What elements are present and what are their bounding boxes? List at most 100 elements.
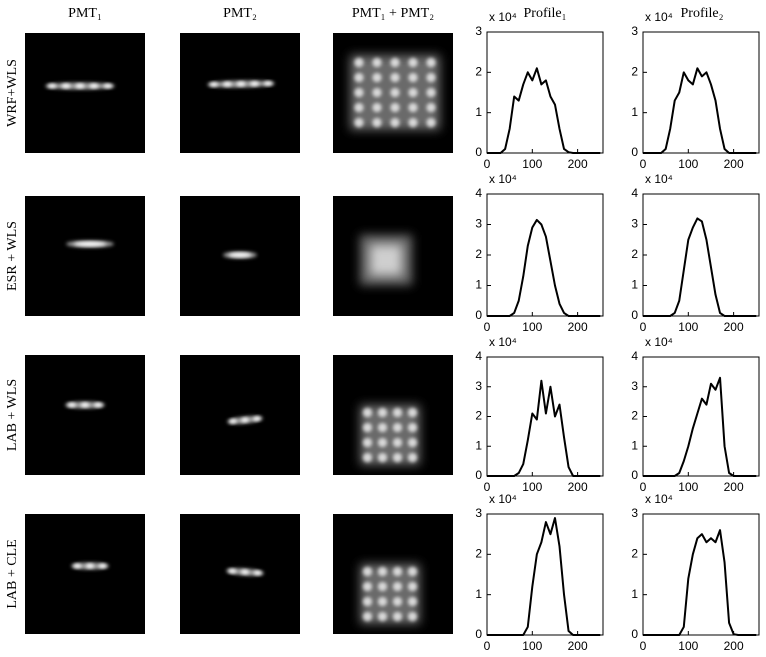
spot bbox=[98, 563, 107, 569]
spot bbox=[80, 402, 90, 408]
spot bbox=[407, 452, 418, 463]
image-panel bbox=[333, 514, 453, 634]
image-panel bbox=[25, 33, 145, 153]
spot bbox=[408, 102, 418, 113]
spot bbox=[392, 596, 403, 607]
spot bbox=[408, 57, 418, 68]
y-tick-label: 1 bbox=[631, 105, 638, 119]
spot bbox=[390, 102, 400, 113]
spot bbox=[390, 72, 400, 83]
profile-line bbox=[487, 379, 601, 477]
spot bbox=[75, 83, 85, 89]
spot bbox=[362, 596, 373, 607]
y-tick-label: 1 bbox=[475, 105, 482, 119]
spot bbox=[390, 117, 400, 128]
spot bbox=[354, 57, 364, 68]
row-label: LAB + WLS bbox=[5, 379, 20, 451]
streak bbox=[65, 401, 105, 409]
spot bbox=[250, 81, 260, 86]
y-tick-label: 1 bbox=[631, 278, 638, 292]
x-tick-label: 100 bbox=[522, 480, 542, 494]
spot bbox=[377, 407, 388, 418]
x-tick-label: 200 bbox=[724, 320, 744, 334]
spot bbox=[236, 81, 246, 87]
y-tick-label: 4 bbox=[631, 349, 638, 363]
image-background bbox=[25, 355, 145, 475]
y-tick-label: 4 bbox=[475, 349, 482, 363]
y-tick-label: 3 bbox=[475, 506, 482, 520]
column-header: PMT₁ bbox=[68, 6, 102, 21]
spot bbox=[426, 72, 436, 83]
axes-frame bbox=[642, 31, 760, 154]
image-panel bbox=[180, 33, 300, 153]
spot bbox=[407, 437, 418, 448]
axes-frame bbox=[486, 513, 604, 636]
spot bbox=[354, 102, 364, 113]
y-tick-label: 3 bbox=[475, 379, 482, 393]
y-tick-label: 3 bbox=[475, 217, 482, 231]
x-tick-label: 200 bbox=[568, 320, 588, 334]
spot bbox=[390, 57, 400, 68]
x-tick-label: 0 bbox=[640, 639, 647, 653]
x-tick-label: 200 bbox=[568, 480, 588, 494]
streak bbox=[66, 240, 114, 248]
y-tick-label: 1 bbox=[475, 278, 482, 292]
y-tick-label: 0 bbox=[631, 627, 638, 641]
profile-plot: 0 1 2 3 0 100 200 x 10⁴ bbox=[631, 492, 760, 653]
spot bbox=[426, 57, 436, 68]
x-tick-label: 0 bbox=[640, 320, 647, 334]
x-tick-label: 0 bbox=[484, 157, 491, 171]
image-panel bbox=[180, 355, 300, 475]
spot bbox=[408, 117, 418, 128]
y-multiplier: x 10⁴ bbox=[645, 10, 673, 24]
spot bbox=[372, 72, 382, 83]
image-panel bbox=[333, 33, 453, 153]
streak bbox=[223, 251, 257, 259]
profile-line bbox=[643, 376, 757, 477]
y-tick-label: 2 bbox=[475, 547, 482, 561]
x-tick-label: 200 bbox=[724, 639, 744, 653]
y-multiplier: x 10⁴ bbox=[645, 335, 673, 349]
spot bbox=[392, 452, 403, 463]
y-tick-label: 3 bbox=[475, 24, 482, 38]
spot bbox=[362, 422, 373, 433]
spot bbox=[390, 87, 400, 98]
streak bbox=[207, 80, 275, 88]
x-tick-label: 100 bbox=[522, 639, 542, 653]
spot bbox=[252, 416, 261, 421]
image-content bbox=[71, 562, 109, 570]
spot bbox=[407, 407, 418, 418]
x-tick-label: 0 bbox=[484, 480, 491, 494]
spot bbox=[392, 611, 403, 622]
spot bbox=[228, 252, 252, 258]
streak bbox=[226, 568, 264, 576]
spot bbox=[377, 437, 388, 448]
spot bbox=[241, 417, 249, 423]
y-tick-label: 2 bbox=[475, 65, 482, 79]
spot bbox=[408, 72, 418, 83]
x-tick-label: 100 bbox=[522, 320, 542, 334]
spot bbox=[372, 117, 382, 128]
spot bbox=[372, 87, 382, 98]
image-content bbox=[360, 564, 420, 624]
spot bbox=[93, 402, 103, 408]
spot bbox=[426, 102, 436, 113]
image-content bbox=[350, 55, 440, 130]
y-tick-label: 3 bbox=[631, 506, 638, 520]
spot bbox=[362, 452, 373, 463]
row-label: WRF+WLS bbox=[5, 59, 20, 127]
y-tick-label: 3 bbox=[631, 24, 638, 38]
y-multiplier: x 10⁴ bbox=[489, 492, 517, 506]
x-tick-label: 0 bbox=[484, 639, 491, 653]
spot bbox=[47, 83, 57, 89]
profile-line bbox=[643, 217, 757, 317]
spot bbox=[372, 57, 382, 68]
y-tick-label: 3 bbox=[631, 217, 638, 231]
y-tick-label: 1 bbox=[631, 587, 638, 601]
spot bbox=[67, 402, 77, 408]
spot bbox=[253, 570, 262, 576]
profile-plot: 0 1 2 3 4 0 100 200 x 10⁴ bbox=[475, 335, 604, 494]
y-tick-label: 2 bbox=[631, 65, 638, 79]
spot bbox=[407, 596, 418, 607]
